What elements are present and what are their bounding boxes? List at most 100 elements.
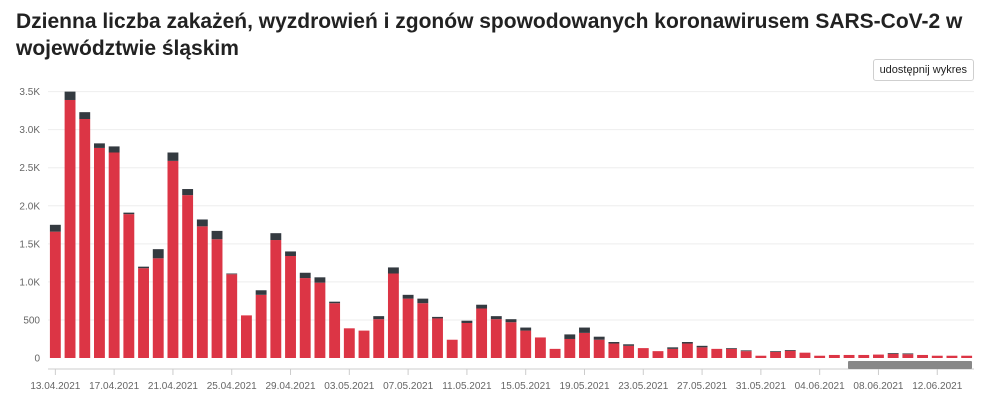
bar-cases — [196, 226, 208, 358]
x-tick-label: 11.05.2021 — [442, 381, 492, 392]
bar-cases — [64, 99, 76, 358]
chart-title: Dzienna liczba zakażeń, wyzdrowień i zgo… — [16, 10, 963, 60]
x-tick-label: 07.05.2021 — [383, 381, 433, 392]
bar-deaths — [211, 230, 223, 240]
bar-deaths — [270, 233, 282, 241]
bar-cases — [593, 339, 605, 358]
bar-cases — [299, 278, 311, 358]
bar-deaths — [608, 342, 620, 344]
bar-cases — [828, 354, 840, 358]
bar-deaths — [314, 277, 326, 283]
bar-cases — [534, 337, 546, 358]
bars — [49, 91, 973, 358]
bar-deaths — [123, 212, 135, 215]
bar-deaths — [902, 353, 914, 355]
bar-deaths — [373, 316, 385, 320]
bar-cases — [476, 308, 488, 358]
scrollbar-handle[interactable] — [848, 361, 972, 369]
bar-deaths — [79, 112, 91, 120]
bar-deaths — [520, 327, 532, 331]
bar-cases — [726, 348, 737, 358]
x-tick-label: 04.06.2021 — [795, 381, 845, 392]
bar-cases — [711, 348, 723, 358]
x-tick-label: 12.06.2021 — [912, 381, 962, 392]
bar-cases — [387, 273, 399, 358]
bar-cases — [490, 319, 502, 358]
x-tick-label: 29.04.2021 — [265, 381, 315, 392]
y-tick-label: 0 — [34, 354, 40, 365]
bar-deaths — [167, 152, 179, 161]
share-chart-button[interactable]: udostępnij wykres — [872, 59, 974, 81]
bar-deaths — [94, 143, 105, 148]
bar-cases — [285, 256, 296, 358]
bar-cases — [946, 355, 958, 358]
x-axis: 13.04.2021 17.04.2021 21.04.2021 25.04.2021… — [30, 369, 963, 392]
bar-deaths — [505, 319, 517, 323]
y-tick-label: 3.0K — [19, 125, 40, 136]
bar-cases — [226, 274, 238, 358]
bar-cases — [961, 355, 973, 358]
bar-deaths — [784, 350, 796, 351]
bar-cases — [579, 332, 590, 358]
bar-deaths — [623, 344, 635, 346]
y-tick-label: 1.0K — [19, 277, 40, 288]
bar-deaths — [579, 327, 590, 333]
x-tick-label: 19.05.2021 — [559, 381, 609, 392]
x-tick-label: 08.06.2021 — [853, 381, 903, 392]
bar-deaths — [740, 350, 752, 352]
bar-cases — [373, 319, 385, 358]
x-tick-label: 25.04.2021 — [207, 381, 257, 392]
bar-deaths — [490, 316, 502, 320]
bar-cases — [94, 147, 105, 358]
bar-cases — [520, 330, 532, 358]
bar-cases — [740, 351, 752, 358]
bar-deaths — [226, 273, 238, 275]
bar-deaths — [387, 267, 399, 274]
bar-cases — [652, 351, 664, 358]
bar-cases — [784, 350, 796, 358]
x-tick-label: 15.05.2021 — [501, 381, 551, 392]
x-tick-label: 03.05.2021 — [324, 381, 374, 392]
bar-cases — [446, 339, 458, 358]
bar-cases — [49, 231, 61, 358]
bar-deaths — [432, 316, 443, 319]
bar-cases — [461, 322, 473, 358]
x-tick-label: 21.04.2021 — [148, 381, 198, 392]
y-tick-label: 3.5K — [19, 87, 40, 98]
bar-cases — [108, 152, 120, 358]
bar-cases — [696, 347, 708, 358]
bar-cases — [799, 352, 811, 358]
bar-cases — [637, 348, 649, 358]
bar-cases — [667, 348, 679, 358]
bar-deaths — [696, 345, 708, 348]
bar-deaths — [726, 348, 737, 349]
bar-cases — [549, 348, 561, 358]
bar-cases — [902, 354, 914, 358]
y-tick-label: 1.5K — [19, 239, 40, 250]
bar-cases — [858, 354, 870, 358]
bar-cases — [402, 298, 414, 358]
bar-cases — [505, 322, 517, 358]
y-tick-label: 2.5K — [19, 163, 40, 174]
bar-cases — [79, 119, 91, 358]
bar-cases — [770, 351, 782, 358]
bar-deaths — [417, 298, 429, 304]
x-tick-label: 17.04.2021 — [89, 381, 139, 392]
bar-cases — [343, 328, 355, 358]
bar-cases — [608, 343, 620, 358]
bar-cases — [887, 353, 899, 358]
bar-cases — [167, 160, 179, 358]
bar-deaths — [402, 294, 414, 299]
bar-deaths — [681, 342, 693, 344]
bar-deaths — [108, 146, 120, 153]
bar-cases — [681, 343, 693, 358]
bar-cases — [358, 330, 370, 358]
y-tick-label: 500 — [23, 315, 40, 326]
bar-deaths — [770, 351, 782, 352]
y-tick-label: 2.0K — [19, 201, 40, 212]
bar-cases — [138, 268, 149, 358]
x-tick-label: 23.05.2021 — [618, 381, 668, 392]
bar-cases — [240, 315, 252, 358]
bar-deaths — [138, 266, 149, 269]
bar-cases — [931, 355, 943, 358]
